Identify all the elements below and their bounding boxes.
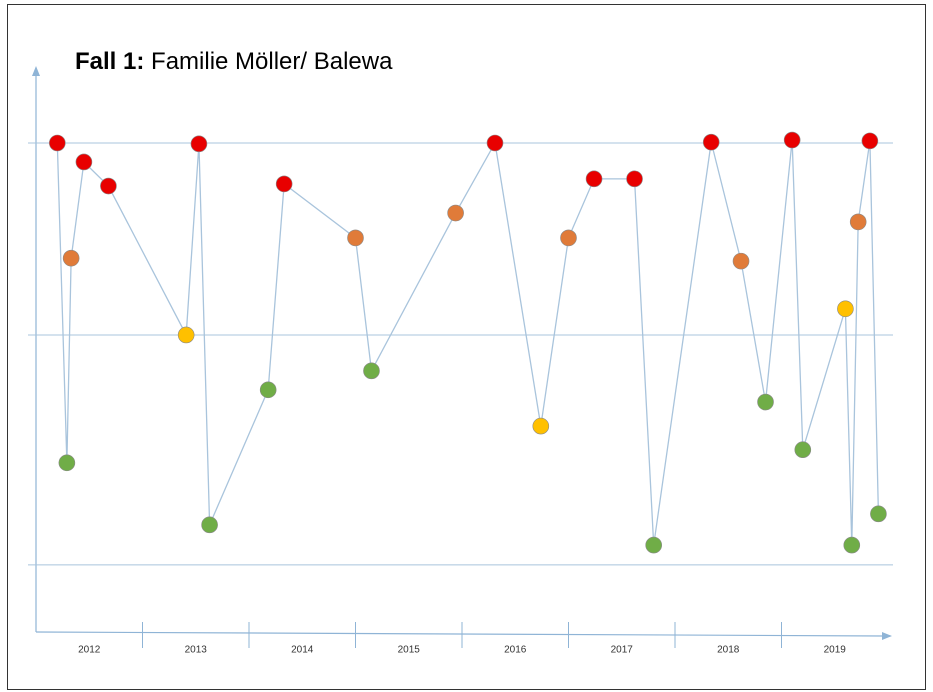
x-tick-label: 2017 [611, 645, 634, 656]
data-point [757, 393, 774, 411]
x-tick-label: 2012 [78, 645, 101, 656]
chart-title: Fall 1: Familie Möller/ Balewa [75, 48, 393, 75]
data-point [861, 132, 879, 150]
x-tick-label: 2014 [291, 645, 314, 656]
data-point [363, 362, 380, 380]
data-point [837, 300, 854, 318]
data-point [48, 134, 66, 152]
title-text: Familie Möller/ Balewa [151, 48, 393, 75]
data-point [532, 417, 550, 435]
frame [7, 4, 926, 690]
x-axis-arrow [882, 632, 892, 640]
data-point [100, 177, 117, 195]
data-point [794, 441, 812, 459]
data-point [870, 505, 887, 523]
data-point [645, 536, 663, 554]
data-point [732, 252, 750, 270]
data-point [843, 536, 861, 554]
y-axis-arrow [32, 66, 40, 76]
data-point [783, 131, 801, 149]
data-point [849, 213, 867, 231]
data-point [486, 134, 504, 152]
data-point [347, 229, 364, 247]
data-point [626, 170, 643, 188]
x-tick-label: 2018 [717, 645, 740, 656]
data-point [275, 175, 293, 193]
data-point [58, 454, 76, 472]
x-axis [35, 631, 885, 637]
data-point [201, 516, 218, 534]
data-point [190, 135, 208, 153]
data-point [447, 204, 464, 222]
x-tick-label: 2019 [824, 645, 847, 656]
data-point [177, 326, 195, 344]
data-point [62, 249, 80, 267]
data-point [75, 153, 93, 171]
data-point [259, 381, 277, 399]
data-point [702, 133, 720, 151]
x-tick-label: 2016 [504, 645, 527, 656]
data-point [560, 229, 577, 247]
x-tick-label: 2015 [398, 645, 421, 656]
title-label: Fall 1: [75, 48, 144, 75]
data-point [585, 170, 603, 188]
x-tick-label: 2013 [185, 645, 208, 656]
